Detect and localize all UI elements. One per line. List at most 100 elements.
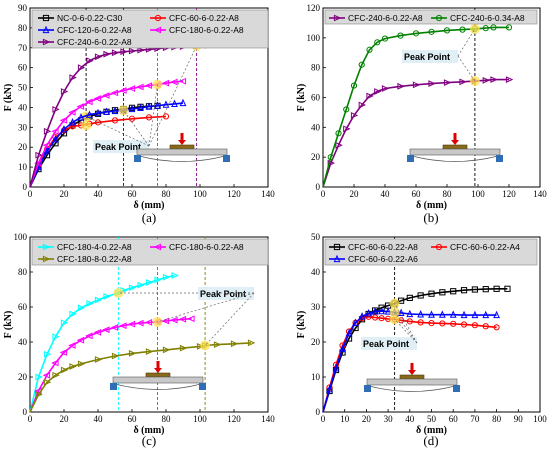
peak-label-box (198, 287, 254, 300)
series-4 (29, 77, 187, 188)
data-point (86, 110, 93, 118)
data-point (504, 285, 511, 292)
loading-plate-icon (399, 374, 425, 380)
data-point (428, 290, 435, 297)
data-point (77, 360, 86, 368)
y-tick-label: 50 (18, 83, 28, 93)
data-point (327, 154, 334, 161)
data-point (60, 366, 69, 374)
data-point (449, 310, 457, 318)
deflection-curve-icon (114, 383, 202, 390)
data-point (76, 103, 85, 110)
loading-plate-icon (169, 144, 195, 150)
data-point (417, 319, 424, 326)
data-point (34, 159, 42, 167)
peak-leader-line (394, 303, 418, 344)
legend-entry: CFC-180-6-0.22-A8 (169, 25, 244, 35)
data-point (43, 378, 52, 386)
data-point (128, 104, 136, 113)
series-2 (322, 23, 513, 188)
panel-caption: (b) (423, 210, 438, 225)
x-tick-label: 50 (427, 414, 437, 424)
legend-entry: CFC-60-6-0.22-A4 (450, 242, 520, 252)
beam-icon (409, 148, 501, 156)
data-point (162, 100, 170, 108)
x-axis-label: δ (mm) (416, 425, 447, 436)
data-point (335, 130, 342, 137)
data-point (110, 324, 119, 331)
data-point (358, 312, 366, 320)
data-point (332, 363, 340, 372)
y-tick-label: 0 (23, 407, 28, 417)
legend-swatch-marker (42, 38, 51, 46)
x-tick-label: 40 (94, 414, 104, 424)
data-point (471, 310, 479, 319)
series-line (29, 105, 158, 188)
data-point (120, 48, 128, 56)
data-point (154, 276, 162, 284)
legend-swatch-marker (153, 243, 162, 251)
data-point (94, 119, 102, 126)
data-point (145, 279, 154, 286)
data-point (111, 117, 119, 124)
data-point (102, 326, 110, 334)
data-point (170, 316, 178, 324)
data-point (339, 344, 346, 353)
legend-box (31, 9, 269, 49)
data-point (60, 88, 69, 95)
data-point (428, 28, 435, 35)
data-point (428, 80, 436, 88)
data-point (450, 320, 457, 327)
data-point (358, 61, 365, 68)
legend-swatch-marker (42, 25, 50, 34)
y-tick-label: 20 (18, 372, 28, 382)
data-point (350, 112, 359, 119)
y-tick-label: 0 (316, 182, 321, 192)
data-point (439, 320, 446, 327)
data-point (128, 284, 137, 292)
panel-caption: (d) (423, 433, 438, 448)
data-point (93, 328, 102, 336)
y-axis-label: F (kN) (3, 311, 14, 339)
data-point (69, 310, 77, 318)
data-point (128, 47, 137, 55)
data-point (378, 306, 385, 315)
chart-panel-1: 0 20 40 60 80 100 120 140 0 10 20 30 40 50 60 70 80 90 δ (… (3, 3, 275, 225)
x-tick-label: 100 (193, 414, 207, 424)
data-point (493, 310, 500, 319)
x-tick-label: 40 (405, 414, 415, 424)
data-point (493, 324, 500, 331)
series-line (29, 102, 184, 188)
data-point (378, 304, 385, 311)
support-right-icon (199, 383, 206, 390)
x-tick-label: 0 (28, 189, 33, 199)
x-tick-label: 100 (193, 189, 207, 199)
data-point (52, 371, 60, 379)
support-right-icon (453, 385, 460, 392)
data-point (60, 319, 69, 327)
data-point (52, 134, 59, 143)
data-point (69, 363, 77, 370)
y-tick-label: 80 (311, 63, 321, 73)
data-point (42, 371, 51, 379)
series-line (29, 274, 175, 413)
data-point (94, 108, 102, 117)
data-point (439, 289, 446, 296)
data-point (51, 359, 59, 367)
data-point (365, 308, 372, 317)
y-tick-label: 100 (307, 33, 321, 43)
data-point (412, 30, 420, 37)
data-point (428, 310, 435, 318)
series-1 (29, 272, 179, 413)
data-point (111, 106, 119, 115)
data-point (93, 95, 102, 102)
legend-swatch-marker (333, 243, 341, 251)
data-point (493, 285, 500, 292)
support-right-icon (496, 155, 503, 162)
data-point (170, 78, 178, 86)
x-tick-label: 60 (449, 414, 459, 424)
data-point (59, 349, 68, 356)
data-point (187, 315, 195, 323)
legend-swatch-marker (435, 14, 443, 22)
